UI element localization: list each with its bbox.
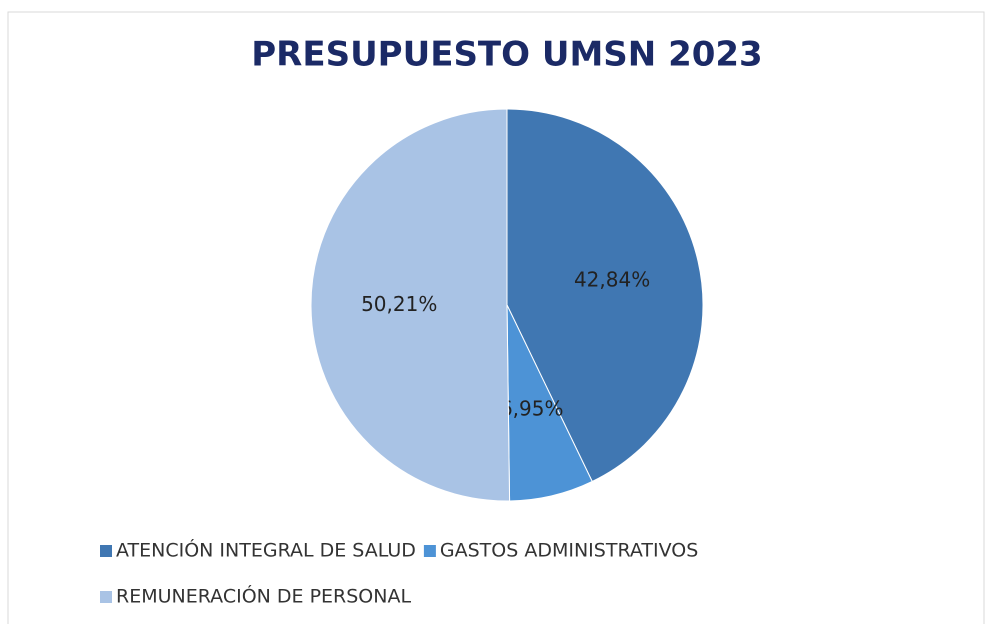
legend-label: GASTOS ADMINISTRATIVOS	[440, 540, 698, 562]
legend-swatch	[423, 545, 436, 557]
legend-swatch	[100, 591, 112, 603]
data-label: 50,21%	[361, 292, 437, 316]
legend-label: REMUNERACIÓN DE PERSONAL	[116, 584, 411, 608]
legend-label: ATENCIÓN INTEGRAL DE SALUD	[116, 538, 416, 562]
pie-slice	[506, 108, 704, 483]
legend-swatch	[100, 545, 112, 557]
data-label: 42,84%	[574, 267, 650, 291]
data-label: 6,95%	[500, 396, 564, 420]
pie-slice	[310, 108, 511, 502]
chart-title: PRESUPUESTO UMSN 2023	[251, 35, 762, 75]
